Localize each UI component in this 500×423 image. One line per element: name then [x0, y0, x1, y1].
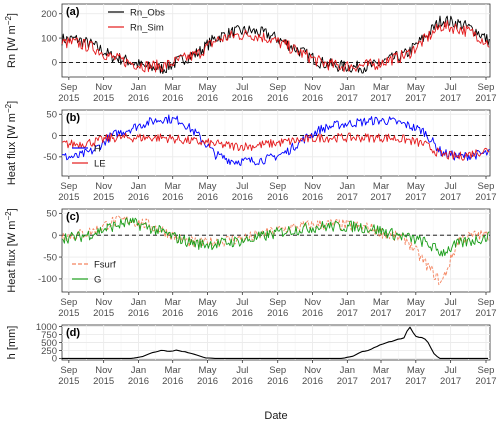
x-tick-label: Jan 2016	[128, 297, 149, 319]
y-tick-label: -50	[43, 252, 57, 263]
x-tick-label: May 2016	[197, 181, 218, 203]
y-tick-label: 500	[41, 338, 57, 349]
x-tick-label: May 2016	[197, 82, 218, 104]
y-tick-label: 0	[52, 354, 57, 365]
x-tick-label: Jan 2016	[128, 365, 149, 387]
x-tick-label: May 2017	[405, 297, 426, 319]
legend-label: H	[94, 143, 101, 154]
x-tick-label: May 2017	[405, 82, 426, 104]
x-tick-label: Nov 2016	[302, 365, 323, 387]
x-tick-label: Mar 2017	[370, 365, 391, 387]
y-axis-label: Rn [W m−2]	[4, 13, 18, 68]
legend-label: LE	[94, 158, 106, 169]
panel-label: (a)	[66, 6, 80, 18]
y-tick-label: 0	[52, 58, 57, 69]
y-tick-label: 50	[46, 209, 57, 220]
x-tick-label: Sep 2015	[58, 181, 79, 203]
panel-b: -50 0 50 Sep 2015 Nov 2015 Jan 2016 Mar 2016 May 201…	[4, 101, 497, 203]
y-tick-label: 750	[41, 330, 57, 341]
series-line-g	[61, 217, 490, 257]
x-tick-label: May 2017	[405, 365, 426, 387]
y-axis-label: Heat flux [W m−2]	[4, 208, 18, 292]
x-tick-label: Sep 2016	[267, 365, 288, 387]
y-tick-label: -50	[43, 152, 57, 163]
legend: Rn_Obs Rn_Sim	[108, 7, 165, 33]
x-tick-label: Sep 2015	[58, 82, 79, 104]
x-tick-label: Nov 2016	[302, 297, 323, 319]
x-tick-label: Jul 2017	[440, 365, 461, 387]
y-tick-label: 0	[52, 131, 57, 142]
x-tick-label: Sep 2017	[475, 82, 496, 104]
x-tick-label: May 2016	[197, 365, 218, 387]
x-tick-label: Jul 2017	[440, 297, 461, 319]
x-tick-label: Jul 2017	[440, 181, 461, 203]
panel-label: (c)	[66, 211, 80, 223]
x-tick-label: Jul 2017	[440, 82, 461, 104]
x-tick-label: Nov 2015	[93, 82, 114, 104]
x-tick-label: Jul 2016	[232, 365, 253, 387]
x-tick-label: Nov 2016	[302, 82, 323, 104]
x-tick-label: Sep 2016	[267, 297, 288, 319]
x-tick-label: Jan 2017	[337, 297, 358, 319]
x-tick-label: Sep 2017	[475, 181, 496, 203]
x-tick-label: Sep 2017	[475, 365, 496, 387]
x-tick-label: Nov 2015	[93, 365, 114, 387]
series-line-h	[62, 326, 488, 359]
y-tick-label: 50	[46, 110, 57, 121]
y-tick-label: 1000	[36, 322, 57, 333]
panel-a: 0 100 200 Sep 2015 Nov 2015 Jan 2016 Mar 2016 May 20…	[4, 3, 497, 104]
series-line-h	[61, 114, 490, 166]
x-tick-label: Mar 2016	[162, 181, 183, 203]
x-tick-label: May 2016	[197, 297, 218, 319]
x-tick-label: Jan 2017	[337, 365, 358, 387]
x-tick-label: Jul 2016	[232, 82, 253, 104]
y-tick-label: 0	[52, 231, 57, 242]
panel-c: -100 -50 0 50 Sep 2015 Nov 2015 Jan 2016 Mar 2016 Ma…	[4, 208, 497, 319]
x-tick-label: Mar 2016	[162, 82, 183, 104]
x-tick-label: Jan 2017	[337, 82, 358, 104]
x-tick-label: Sep 2015	[58, 365, 79, 387]
series-line-rn-sim	[61, 20, 490, 73]
x-tick-label: Nov 2015	[93, 297, 114, 319]
y-tick-label: 100	[41, 33, 57, 44]
x-tick-label: Sep 2016	[267, 82, 288, 104]
x-tick-label: Sep 2016	[267, 181, 288, 203]
legend-label: G	[94, 274, 101, 285]
x-tick-label: Jan 2017	[337, 181, 358, 203]
legend-label: Rn_Obs	[130, 7, 165, 18]
x-tick-label: Jan 2016	[128, 181, 149, 203]
legend: Fsurf G	[72, 259, 116, 285]
plot-area	[61, 208, 491, 293]
plot-area	[61, 109, 491, 177]
legend: H LE	[72, 143, 106, 169]
x-tick-label: Mar 2016	[162, 297, 183, 319]
legend-label: Rn_Sim	[130, 22, 164, 33]
x-tick-label: Sep 2017	[475, 297, 496, 319]
x-tick-label: Sep 2015	[58, 297, 79, 319]
x-axis-label: Date	[264, 410, 287, 422]
x-tick-label: Mar 2017	[370, 297, 391, 319]
panel-label: (b)	[66, 112, 80, 124]
x-tick-label: Nov 2016	[302, 181, 323, 203]
y-tick-label: -100	[38, 274, 57, 285]
y-tick-label: 200	[41, 9, 57, 20]
x-tick-label: Jul 2016	[232, 297, 253, 319]
y-axis-label: h [mm]	[6, 326, 18, 360]
series-line-le	[61, 132, 490, 161]
x-tick-label: May 2017	[405, 181, 426, 203]
legend-label: Fsurf	[94, 259, 116, 270]
x-tick-label: Mar 2016	[162, 365, 183, 387]
x-tick-label: Nov 2015	[93, 181, 114, 203]
y-tick-label: 250	[41, 346, 57, 357]
y-axis-label: Heat flux [W m−2]	[4, 101, 18, 185]
x-tick-label: Jul 2016	[232, 181, 253, 203]
x-tick-label: Mar 2017	[370, 181, 391, 203]
x-tick-label: Mar 2017	[370, 82, 391, 104]
panel-label: (d)	[66, 327, 80, 339]
x-tick-label: Jan 2016	[128, 82, 149, 104]
